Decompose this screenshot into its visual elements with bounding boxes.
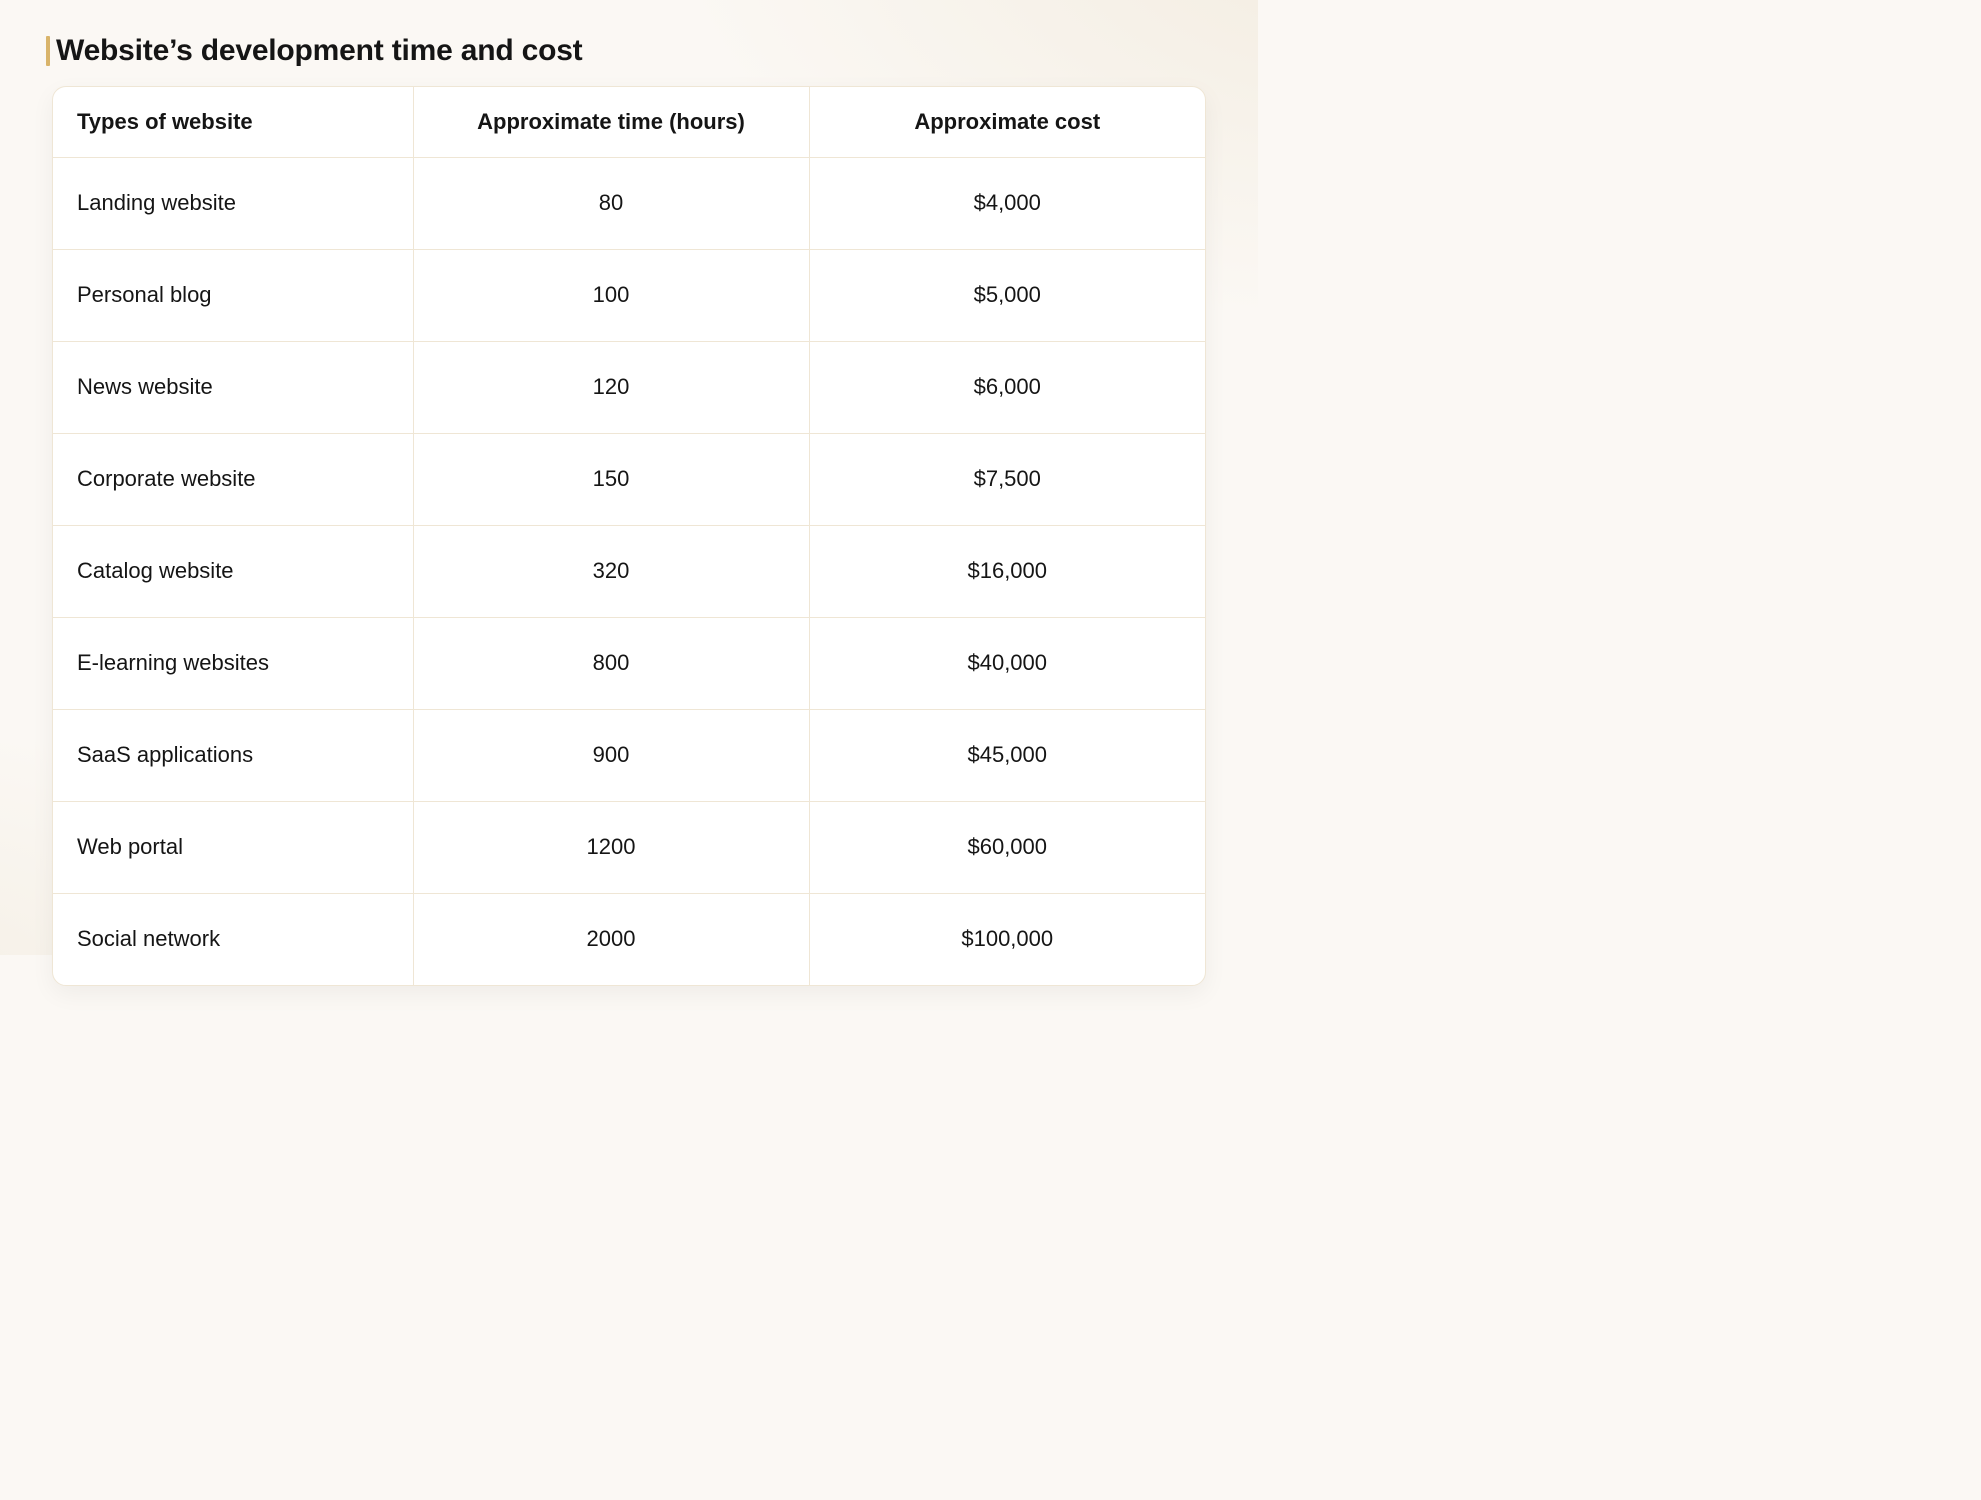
cell-cost: $100,000 [809, 893, 1205, 985]
table-body: Landing website 80 $4,000 Personal blog … [53, 157, 1205, 985]
table-row: E-learning websites 800 $40,000 [53, 617, 1205, 709]
cell-type: Social network [53, 893, 413, 985]
cell-time: 1200 [413, 801, 809, 893]
cell-cost: $60,000 [809, 801, 1205, 893]
page-root: Website’s development time and cost Type… [0, 0, 1258, 1026]
col-header-type: Types of website [53, 87, 413, 157]
cell-cost: $45,000 [809, 709, 1205, 801]
table-row: Personal blog 100 $5,000 [53, 249, 1205, 341]
table-row: Catalog website 320 $16,000 [53, 525, 1205, 617]
col-header-time: Approximate time (hours) [413, 87, 809, 157]
title-wrap: Website’s development time and cost [46, 34, 1206, 68]
cell-type: Personal blog [53, 249, 413, 341]
cell-time: 900 [413, 709, 809, 801]
cell-type: SaaS applications [53, 709, 413, 801]
cell-type: News website [53, 341, 413, 433]
table-row: Landing website 80 $4,000 [53, 157, 1205, 249]
cell-type: Corporate website [53, 433, 413, 525]
cell-type: Web portal [53, 801, 413, 893]
cell-time: 150 [413, 433, 809, 525]
cell-time: 2000 [413, 893, 809, 985]
cell-time: 80 [413, 157, 809, 249]
table-row: Social network 2000 $100,000 [53, 893, 1205, 985]
cell-cost: $6,000 [809, 341, 1205, 433]
cell-time: 100 [413, 249, 809, 341]
cell-cost: $7,500 [809, 433, 1205, 525]
table-card: Types of website Approximate time (hours… [52, 86, 1206, 986]
col-header-cost: Approximate cost [809, 87, 1205, 157]
dev-cost-table: Types of website Approximate time (hours… [53, 87, 1205, 985]
cell-cost: $4,000 [809, 157, 1205, 249]
cell-cost: $5,000 [809, 249, 1205, 341]
cell-time: 120 [413, 341, 809, 433]
page-title: Website’s development time and cost [56, 34, 582, 68]
title-accent-bar [46, 36, 50, 66]
table-row: Web portal 1200 $60,000 [53, 801, 1205, 893]
table-row: Corporate website 150 $7,500 [53, 433, 1205, 525]
cell-cost: $16,000 [809, 525, 1205, 617]
cell-time: 800 [413, 617, 809, 709]
table-header-row: Types of website Approximate time (hours… [53, 87, 1205, 157]
cell-cost: $40,000 [809, 617, 1205, 709]
cell-type: Catalog website [53, 525, 413, 617]
table-row: SaaS applications 900 $45,000 [53, 709, 1205, 801]
cell-time: 320 [413, 525, 809, 617]
cell-type: Landing website [53, 157, 413, 249]
table-row: News website 120 $6,000 [53, 341, 1205, 433]
cell-type: E-learning websites [53, 617, 413, 709]
